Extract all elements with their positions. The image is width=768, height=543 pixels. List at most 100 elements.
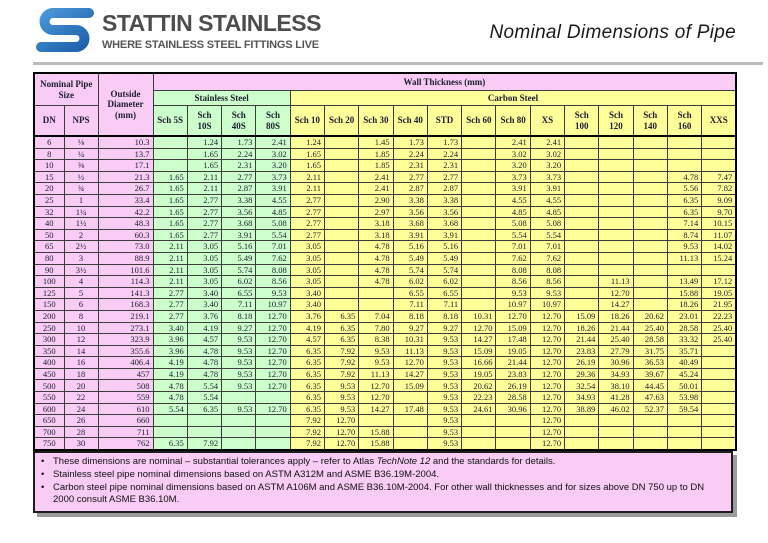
cell-thickness: 3.18 [358, 228, 394, 242]
pipe-dimensions-table: Nominal Pipe Size Outside Diameter (mm) … [33, 72, 738, 452]
cell-thickness: 6.35 [289, 367, 325, 381]
cell-thickness [461, 205, 497, 219]
cell-thickness [632, 170, 668, 184]
cell-thickness: 9.53 [529, 286, 566, 300]
cell-thickness: 2.11 [186, 182, 223, 195]
cell-thickness: 7.92 [323, 356, 360, 369]
cell-thickness: 26.19 [564, 356, 600, 369]
cell-thickness [632, 182, 668, 195]
cell-thickness [632, 251, 668, 265]
cell-nps: 24 [63, 402, 99, 416]
cell-thickness: 5.16 [426, 240, 463, 253]
cell-thickness: 3.05 [186, 251, 223, 265]
cell-thickness: 4.78 [152, 379, 188, 393]
cell-thickness: 12.70 [323, 414, 360, 427]
table-row: 300 12 323.9 3.96 4.57 9.53 12.70 4.57 6.35 8.38 1… [33, 333, 737, 346]
cell-thickness [701, 414, 737, 427]
cell-thickness [221, 425, 257, 439]
cell-thickness [564, 275, 600, 288]
cell-thickness: 29.36 [564, 367, 600, 381]
cell-thickness: 3.68 [426, 217, 463, 230]
cell-thickness: 5.49 [221, 251, 257, 265]
cell-thickness [632, 228, 668, 242]
cell-thickness: 5.16 [221, 240, 257, 253]
cell-thickness: 22.23 [701, 309, 737, 323]
cell-thickness: 4.78 [358, 275, 394, 288]
cell-thickness: 5.08 [529, 217, 566, 230]
cell-dn: 25 [33, 193, 65, 207]
cell-thickness: 8.38 [358, 333, 394, 346]
cell-thickness: 3.91 [426, 228, 463, 242]
cell-thickness: 5.49 [392, 251, 428, 265]
cell-thickness: 3.05 [186, 275, 223, 288]
cell-thickness: 12.70 [323, 425, 360, 439]
cell-od: 610 [97, 402, 154, 416]
cell-thickness: 6.35 [152, 437, 188, 451]
cell-thickness: 27.79 [598, 344, 634, 358]
cell-dn: 350 [33, 344, 65, 358]
table-row: 20 ¾ 26.7 1.65 2.11 2.87 3.91 2.11 2.41 2.87 2.87 3… [33, 182, 737, 195]
cell-thickness: 3.20 [255, 159, 291, 172]
cell-thickness: 40.49 [666, 356, 703, 369]
cell-thickness: 1.65 [152, 170, 188, 184]
cell-thickness [564, 182, 600, 195]
cell-thickness: 9.70 [701, 205, 737, 219]
cell-thickness: 7.11 [221, 298, 257, 311]
cell-thickness: 9.53 [358, 344, 394, 358]
cell-thickness [323, 275, 360, 288]
cell-thickness [564, 147, 600, 161]
cell-thickness [598, 228, 634, 242]
cell-thickness: 12.70 [495, 309, 531, 323]
cell-thickness [461, 182, 497, 195]
cell-thickness [461, 437, 497, 451]
notes-box: • These dimensions are nominal – substan… [33, 451, 733, 514]
cell-thickness: 32.54 [564, 379, 600, 393]
cell-thickness [632, 263, 668, 277]
header-carbon-steel: Carbon Steel [289, 90, 737, 106]
cell-thickness: 3.68 [392, 217, 428, 230]
cell-thickness [323, 217, 360, 230]
cell-dn: 500 [33, 379, 65, 393]
cell-thickness: 28.58 [666, 321, 703, 335]
cell-thickness: 23.01 [666, 309, 703, 323]
cell-thickness [323, 251, 360, 265]
cell-thickness: 6.35 [289, 344, 325, 358]
cell-thickness: 9.53 [426, 391, 463, 404]
cell-thickness: 59.54 [666, 402, 703, 416]
cell-thickness [461, 425, 497, 439]
sched-header-row: DN NPS Sch 5S Sch 10S Sch 40S Sch 80S Sch 10… [33, 105, 737, 137]
table-row: 15 ½ 21.3 1.65 2.11 2.77 3.73 2.11 2.41 2.77 2.77 3… [33, 170, 737, 184]
page-title: Nominal Dimensions of Pipe [489, 22, 736, 43]
cell-nps: 8 [63, 309, 99, 323]
cell-od: 101.6 [97, 263, 154, 277]
cell-thickness: 3.40 [289, 286, 325, 300]
table-row: 450 18 457 4.19 4.78 9.53 12.70 6.35 7.92 11.13 14… [33, 367, 737, 381]
cell-thickness: 10.31 [461, 309, 497, 323]
table-row: 350 14 355.6 3.96 4.78 9.53 12.70 6.35 7.92 9.53 1… [33, 344, 737, 358]
cell-thickness: 9.53 [323, 402, 360, 416]
cell-thickness: 1.73 [426, 135, 463, 149]
cell-thickness: 18.26 [666, 298, 703, 311]
cell-thickness: 12.70 [255, 321, 291, 335]
cell-thickness [701, 344, 737, 358]
cell-thickness: 38.89 [564, 402, 600, 416]
cell-thickness: 6.35 [289, 356, 325, 369]
cell-thickness [632, 147, 668, 161]
cell-thickness: 3.40 [186, 298, 223, 311]
cell-thickness: 6.35 [289, 402, 325, 416]
cell-od: 141.3 [97, 286, 154, 300]
cell-thickness [632, 205, 668, 219]
cell-thickness: 3.20 [495, 159, 531, 172]
cell-od: 13.7 [97, 147, 154, 161]
cell-thickness: 4.78 [358, 263, 394, 277]
table-row: 40 1½ 48.3 1.65 2.77 3.68 5.08 2.77 3.18 3.68 3.68… [33, 217, 737, 230]
cell-thickness: 6.35 [289, 391, 325, 404]
cell-thickness: 2.24 [392, 147, 428, 161]
cell-thickness: 1.65 [289, 147, 325, 161]
cell-thickness [598, 437, 634, 451]
cell-thickness [564, 437, 600, 451]
cell-thickness [598, 193, 634, 207]
column-header: Sch 10S [186, 105, 223, 137]
cell-thickness: 3.91 [529, 182, 566, 195]
cell-thickness: 4.19 [186, 321, 223, 335]
